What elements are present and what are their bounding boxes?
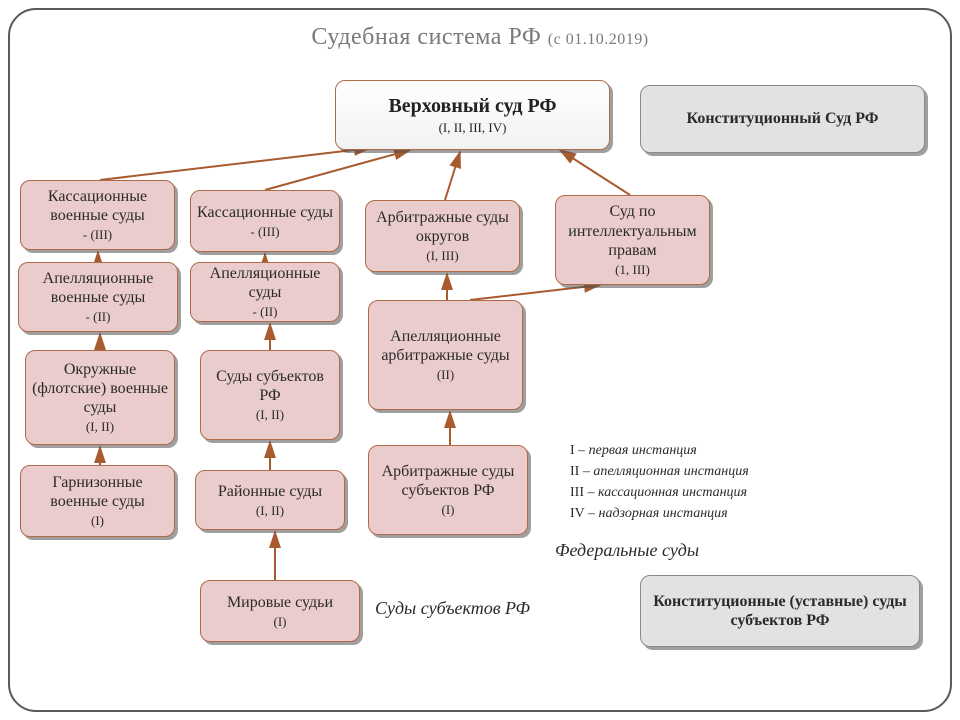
node-district: Районные суды (I, II) <box>195 470 345 530</box>
node-label: Конституционный Суд РФ <box>687 109 879 128</box>
node-label: Суды субъектов РФ <box>207 367 333 405</box>
node-okr_mil: Окружные (флотские) военные суды(I, II) <box>25 350 175 445</box>
label-subject-courts: Суды субъектов РФ <box>375 598 530 619</box>
legend-item: III – кассационная инстанция <box>570 482 749 503</box>
node-sublabel: (I, II) <box>256 503 284 519</box>
node-label: Суд по интеллектуальным правам <box>562 202 703 260</box>
node-supreme: Верховный суд РФ (I, II, III, IV) <box>335 80 610 150</box>
node-mirovye: Мировые судьи (I) <box>200 580 360 642</box>
legend: I – первая инстанцияII – апелляционная и… <box>570 440 749 524</box>
node-apel: Апелляционные суды - (II) <box>190 262 340 322</box>
node-apel_mil: Апелляционные военные суды - (II) <box>18 262 178 332</box>
node-label: Кассационные суды <box>197 203 333 222</box>
node-const_subj: Конституционные (уставные) суды субъекто… <box>640 575 920 647</box>
node-sublabel: (I) <box>274 614 287 630</box>
node-label: Конституционные (уставные) суды субъекто… <box>647 592 913 630</box>
node-sublabel: - (II) <box>253 304 278 320</box>
legend-item: IV – надзорная инстанция <box>570 503 749 524</box>
title-sub: (с 01.10.2019) <box>548 31 649 48</box>
node-label: Окружные (флотские) военные суды <box>32 360 168 418</box>
node-kass_mil: Кассационные военные суды - (III) <box>20 180 175 250</box>
node-label: Апелляционные арбитражные суды <box>375 327 516 365</box>
node-sublabel: - (II) <box>86 309 111 325</box>
node-label: Апелляционные суды <box>197 264 333 302</box>
node-label: Арбитражные суды округов <box>372 208 513 246</box>
node-label: Апелляционные военные суды <box>25 269 171 307</box>
node-sublabel: (I) <box>442 502 455 518</box>
node-arb_okr: Арбитражные суды округов (I, III) <box>365 200 520 272</box>
page-title: Судебная система РФ (с 01.10.2019) <box>0 24 960 51</box>
label-federal-courts: Федеральные суды <box>555 540 699 561</box>
node-int_prava: Суд по интеллектуальным правам (1, III) <box>555 195 710 285</box>
node-sublabel: - (III) <box>250 224 279 240</box>
node-sublabel: - (III) <box>83 227 112 243</box>
title-main: Судебная система РФ <box>311 24 541 50</box>
node-subj_courts: Суды субъектов РФ (I, II) <box>200 350 340 440</box>
node-label: Кассационные военные суды <box>27 187 168 225</box>
node-label: Районные суды <box>218 482 322 501</box>
node-label: Арбитражные суды субъектов РФ <box>375 462 521 500</box>
node-garrison: Гарнизонные военные суды (I) <box>20 465 175 537</box>
node-sublabel: (1, III) <box>615 262 650 278</box>
node-const_rf: Конституционный Суд РФ <box>640 85 925 153</box>
node-kass: Кассационные суды - (III) <box>190 190 340 252</box>
legend-item: II – апелляционная инстанция <box>570 461 749 482</box>
node-arb_subj: Арбитражные суды субъектов РФ (I) <box>368 445 528 535</box>
node-sublabel: (I, II) <box>256 407 284 423</box>
node-sublabel: (II) <box>437 367 454 383</box>
node-label: Мировые судьи <box>227 593 333 612</box>
legend-item: I – первая инстанция <box>570 440 749 461</box>
node-sublabel: (I, II) <box>86 419 114 435</box>
node-label: Верховный суд РФ <box>388 94 556 118</box>
node-label: Гарнизонные военные суды <box>27 473 168 511</box>
node-sublabel: (I) <box>91 513 104 529</box>
node-apel_arb: Апелляционные арбитражные суды (II) <box>368 300 523 410</box>
node-sublabel: (I, III) <box>426 248 458 264</box>
node-sublabel: (I, II, III, IV) <box>439 120 507 136</box>
